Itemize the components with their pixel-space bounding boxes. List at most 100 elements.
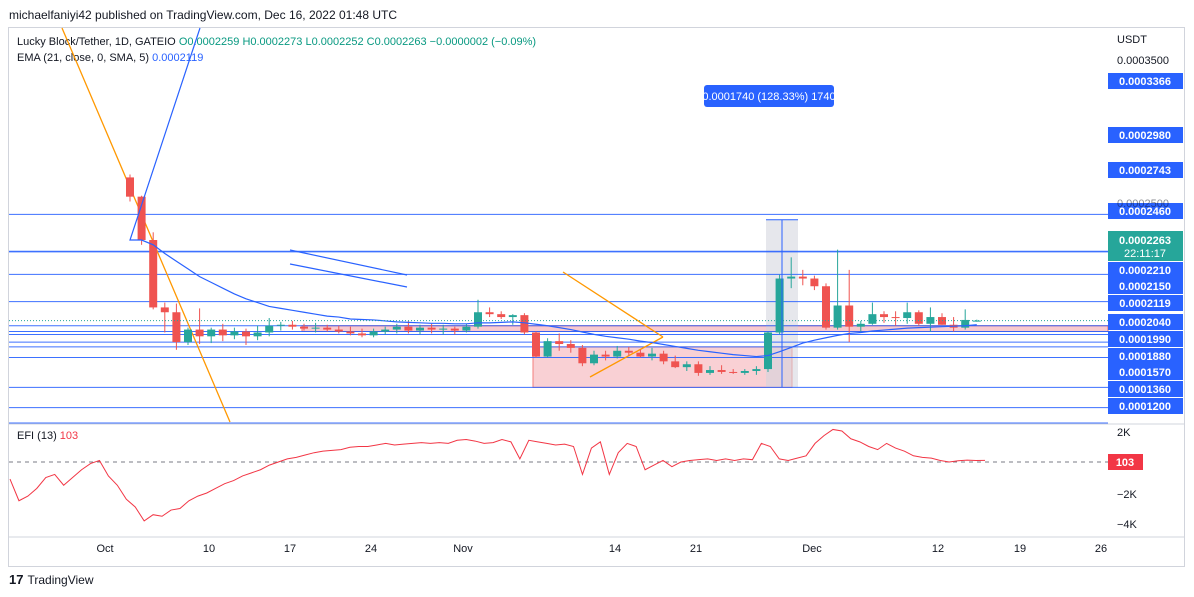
candle-body	[207, 329, 216, 337]
candle-body	[450, 328, 459, 331]
ohlc-low: L0.0002252	[305, 36, 364, 48]
time-tick: 10	[203, 543, 215, 555]
candle-body	[671, 361, 680, 368]
candle-body	[508, 315, 517, 318]
level-tag	[1108, 381, 1183, 397]
candle-body	[392, 326, 401, 330]
ema-line	[129, 27, 977, 358]
candle-body	[972, 320, 981, 322]
candle-body	[369, 331, 378, 336]
publisher-line: michaelfaniyi42 published on TradingView…	[9, 8, 398, 22]
tradingview-brand[interactable]: 17 TradingView	[9, 572, 94, 587]
candle-body	[381, 329, 390, 332]
candle-body	[126, 177, 134, 197]
level-tag-label: 0.0003366	[1119, 76, 1171, 88]
level-tag-label: 0.0002460	[1119, 206, 1171, 218]
candle-body	[184, 329, 192, 343]
candle-body	[868, 314, 877, 324]
ohlc-close: C0.0002263	[366, 36, 427, 48]
symbol-legend: Lucky Block/Tether, 1D, GATEIO O0.000225…	[17, 36, 536, 48]
candle-body	[474, 312, 482, 327]
level-tag-label: 0.0002150	[1119, 281, 1171, 293]
candle-body	[578, 347, 587, 364]
candle-body	[137, 196, 146, 241]
chart-frame	[8, 27, 1185, 567]
level-tag	[1108, 203, 1183, 219]
candle-body	[149, 240, 158, 308]
level-tag-label: 0.0002980	[1119, 130, 1171, 142]
ohlc-change: −0.0000002 (−0.09%)	[429, 36, 537, 48]
brand-name: TradingView	[27, 572, 94, 587]
efi-legend: EFI (13) 103	[17, 430, 78, 442]
ema-label[interactable]: EMA (21, close, 0, SMA, 5)	[17, 52, 150, 64]
candle-body	[427, 327, 436, 330]
level-tag-label: 0.0001880	[1119, 351, 1171, 363]
candle-body	[323, 327, 332, 330]
candle-body	[764, 332, 772, 370]
trendlines	[61, 27, 664, 423]
candle-body	[404, 326, 413, 331]
candle-body	[694, 364, 703, 373]
candle-body	[566, 344, 575, 348]
level-tag	[1108, 331, 1183, 347]
efi-value-tag	[1108, 454, 1143, 470]
candle-body	[358, 333, 366, 336]
candle-body	[798, 276, 807, 279]
price-tick: 0.0002500	[1117, 198, 1169, 210]
candle-body	[914, 312, 923, 324]
time-tick: 26	[1095, 543, 1107, 555]
candle-body	[485, 312, 494, 315]
efi-value: 103	[59, 430, 79, 442]
time-tick: 24	[365, 543, 377, 555]
candle-body	[334, 329, 343, 332]
measure-label: 0.0001740 (128.33%) 1740	[702, 91, 835, 103]
wedge-upper-line	[289, 249, 408, 276]
candle-body	[833, 305, 842, 328]
wedge-lower-line	[289, 263, 408, 288]
level-tag-label: 0.0001570	[1119, 367, 1171, 379]
currency-label: USDT	[1117, 34, 1147, 46]
candle-body	[543, 341, 552, 357]
level-tag	[1108, 348, 1183, 364]
downtrend-line	[61, 27, 231, 423]
tradingview-logo-icon: 17	[9, 572, 24, 587]
measure-tool: 0.0001740 (128.33%) 1740	[702, 85, 836, 388]
triangle-upper-line	[562, 271, 664, 338]
candle-body	[532, 332, 540, 357]
level-tag	[1108, 73, 1183, 89]
last-price-label: 0.0002263	[1119, 235, 1171, 247]
level-tag	[1108, 314, 1183, 330]
support-zone	[532, 346, 793, 388]
symbol-title[interactable]: Lucky Block/Tether, 1D, GATEIO	[17, 36, 176, 48]
candle-body	[520, 315, 529, 333]
level-tag-label: 0.0001360	[1119, 384, 1171, 396]
candle-body	[624, 350, 633, 353]
candle-body	[590, 354, 598, 364]
level-tag	[1108, 295, 1183, 311]
level-tag-label: 0.0002743	[1119, 165, 1171, 177]
candle-body	[648, 353, 656, 357]
efi-label[interactable]: EFI (13)	[17, 430, 57, 442]
efi-tick: −2K	[1117, 489, 1138, 501]
candle-body	[845, 305, 854, 327]
level-tag	[1108, 278, 1183, 294]
candle-body	[775, 278, 784, 333]
candle-body	[265, 325, 274, 333]
candle-body	[601, 354, 610, 357]
candle-body	[230, 331, 239, 336]
candle-body	[752, 369, 761, 371]
zones	[301, 219, 1109, 388]
candle-body	[659, 353, 668, 362]
level-tag	[1108, 262, 1183, 278]
candle-body	[717, 370, 726, 372]
candle-body	[172, 312, 181, 343]
ema-polyline	[129, 27, 977, 358]
level-tag-label: 0.0002040	[1119, 317, 1171, 329]
efi-value-tag-label: 103	[1116, 457, 1134, 469]
candle-body	[682, 364, 691, 368]
time-tick: 21	[690, 543, 702, 555]
time-tick: Dec	[802, 543, 822, 555]
ohlc-high: H0.0002273	[242, 36, 303, 48]
efi-pane: 2K −2K −4K 103	[9, 423, 1184, 531]
